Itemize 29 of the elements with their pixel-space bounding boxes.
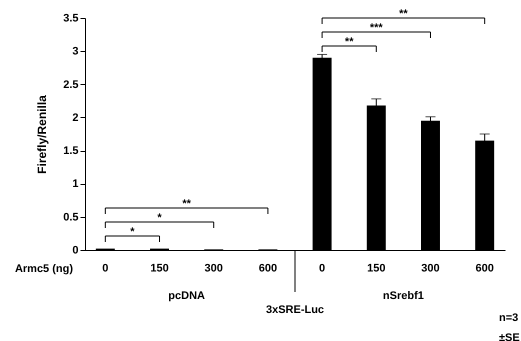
x-tick-label: 0	[319, 262, 326, 274]
x-tick-label: 150	[367, 262, 386, 274]
y-tick-label: 1.5	[63, 145, 78, 158]
text: n=3	[499, 312, 518, 324]
annotation: ***	[370, 22, 384, 34]
y-tick-label: 2.5	[63, 78, 78, 91]
annotation: **	[344, 36, 354, 48]
y-axis-title: Firefly/Renilla	[35, 94, 50, 174]
text: 3xSRE-Luc	[266, 304, 324, 316]
y-tick-label: 0	[72, 244, 78, 256]
x-tick-label: 150	[150, 262, 169, 274]
y-tick-label: 2	[72, 112, 78, 124]
annotation: *	[130, 226, 136, 238]
y-tick-label: 1	[72, 178, 78, 190]
annotation: **	[399, 8, 408, 20]
text: nSrebf1	[382, 290, 424, 302]
text: ±SE	[499, 332, 520, 341]
y-tick-label: 0.5	[63, 211, 78, 224]
x-tick-label: 300	[421, 262, 440, 274]
annotation: *	[157, 212, 162, 224]
x-tick-label: 0	[102, 262, 108, 274]
y-tick-label: 3.5	[63, 12, 78, 24]
text: pcDNA	[168, 290, 205, 302]
x-axis-title: Armc5 (ng)	[14, 263, 74, 275]
annotation: **	[182, 198, 192, 210]
x-tick-label: 300	[204, 262, 223, 274]
x-tick-label: 600	[476, 262, 494, 274]
y-tick-label: 3	[72, 46, 78, 58]
x-tick-label: 600	[258, 262, 278, 274]
